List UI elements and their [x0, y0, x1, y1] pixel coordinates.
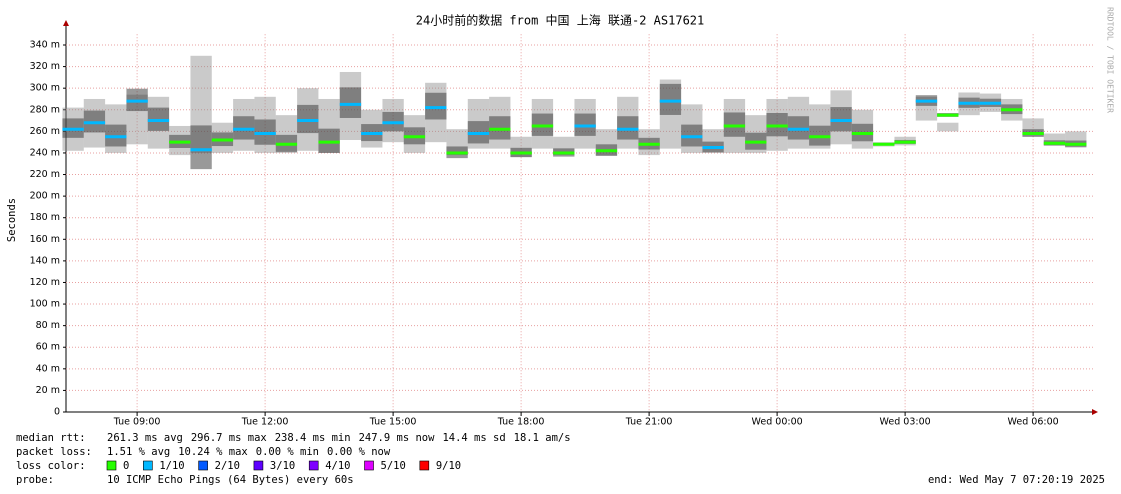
legend-swatch [143, 460, 153, 471]
packet-loss-values: 1.51 % avg 10.24 % max 0.00 % min 0.00 % no… [107, 446, 391, 458]
median-rtt-label: median rtt: [16, 432, 86, 444]
packet-loss-label: packet loss: [16, 446, 92, 458]
y-tick-label: 0 [54, 407, 60, 418]
x-tick-label: Wed 03:00 [880, 417, 931, 428]
packet-loss-item: 0.00 % min [256, 446, 319, 458]
median-rtt-item: 247.9 ms now [359, 432, 436, 444]
y-tick-label: 300 m [30, 83, 60, 94]
end-time: end: Wed May 7 07:20:19 2025 [928, 474, 1105, 486]
legend-label: 9/10 [436, 460, 461, 472]
legend-swatch [419, 460, 430, 471]
median-rtt-values: 261.3 ms avg 296.7 ms max 238.4 ms min 247.… [107, 432, 571, 444]
x-tick-label: Tue 18:00 [497, 417, 545, 428]
median-rtt-item: 261.3 ms avg [107, 432, 183, 444]
y-tick-label: 180 m [30, 212, 60, 223]
packet-loss-item: 0.00 % now [327, 446, 391, 458]
median-rtt-item: 14.4 ms sd [442, 432, 505, 444]
probe-text: 10 ICMP Echo Pings (64 Bytes) every 60s [107, 474, 354, 486]
smoke-core [659, 83, 682, 115]
packet-loss-item: 1.51 % avg [107, 446, 170, 458]
legend-label: 1/10 [159, 460, 184, 472]
x-tick-label: Tue 09:00 [113, 417, 161, 428]
y-tick-label: 160 m [30, 234, 60, 245]
median-rtt-item: 18.1 am/s [514, 432, 571, 444]
loss-color-label: loss color: [16, 460, 86, 472]
watermark: RRDTOOL / TOBI OETIKER [1106, 7, 1115, 113]
packet-loss-item: 10.24 % max [178, 446, 248, 458]
x-tick-label: Wed 00:00 [752, 417, 803, 428]
y-axis-arrow [63, 20, 69, 26]
x-tick-label: Wed 06:00 [1008, 417, 1059, 428]
chart-title: 24小时前的数据 from 中国 上海 联通-2 AS17621 [416, 13, 705, 28]
y-tick-label: 320 m [30, 61, 60, 72]
y-tick-label: 120 m [30, 277, 60, 288]
smoke-core [339, 87, 362, 118]
y-tick-label: 340 m [30, 40, 60, 51]
legend-swatch [106, 460, 117, 471]
smoke-core [297, 104, 319, 134]
y-tick-label: 20 m [36, 385, 60, 396]
y-tick-label: 100 m [30, 299, 60, 310]
probe-label: probe: [16, 474, 54, 486]
median-rtt-item: 296.7 ms max [191, 432, 267, 444]
y-tick-label: 280 m [30, 104, 60, 115]
legend-label: 3/10 [270, 460, 295, 472]
smoke-core [190, 125, 212, 170]
y-tick-label: 60 m [36, 342, 60, 353]
legend-label: 0 [123, 460, 129, 472]
y-tick-label: 140 m [30, 255, 60, 266]
x-axis-arrow [1092, 409, 1098, 415]
legend-swatch [308, 460, 319, 471]
y-tick-label: 200 m [30, 191, 60, 202]
y-tick-label: 220 m [30, 169, 60, 180]
y-tick-label: 40 m [36, 363, 60, 374]
median-rtt-item: 238.4 ms min [275, 432, 351, 444]
smoke [1043, 133, 1066, 146]
legend-swatch [253, 460, 264, 471]
legend-label: 5/10 [381, 460, 406, 472]
y-axis-label: Seconds [6, 198, 18, 242]
x-tick-label: Tue 12:00 [241, 417, 289, 428]
y-tick-label: 260 m [30, 126, 60, 137]
x-tick-label: Tue 21:00 [625, 417, 673, 428]
smoke [937, 122, 959, 132]
legend-swatch [198, 460, 208, 471]
x-tick-label: Tue 15:00 [369, 417, 417, 428]
legend-label: 2/10 [215, 460, 240, 472]
legend-swatch [364, 460, 374, 471]
y-tick-label: 240 m [30, 147, 60, 158]
y-tick-label: 80 m [36, 320, 60, 331]
legend-label: 4/10 [325, 460, 350, 472]
